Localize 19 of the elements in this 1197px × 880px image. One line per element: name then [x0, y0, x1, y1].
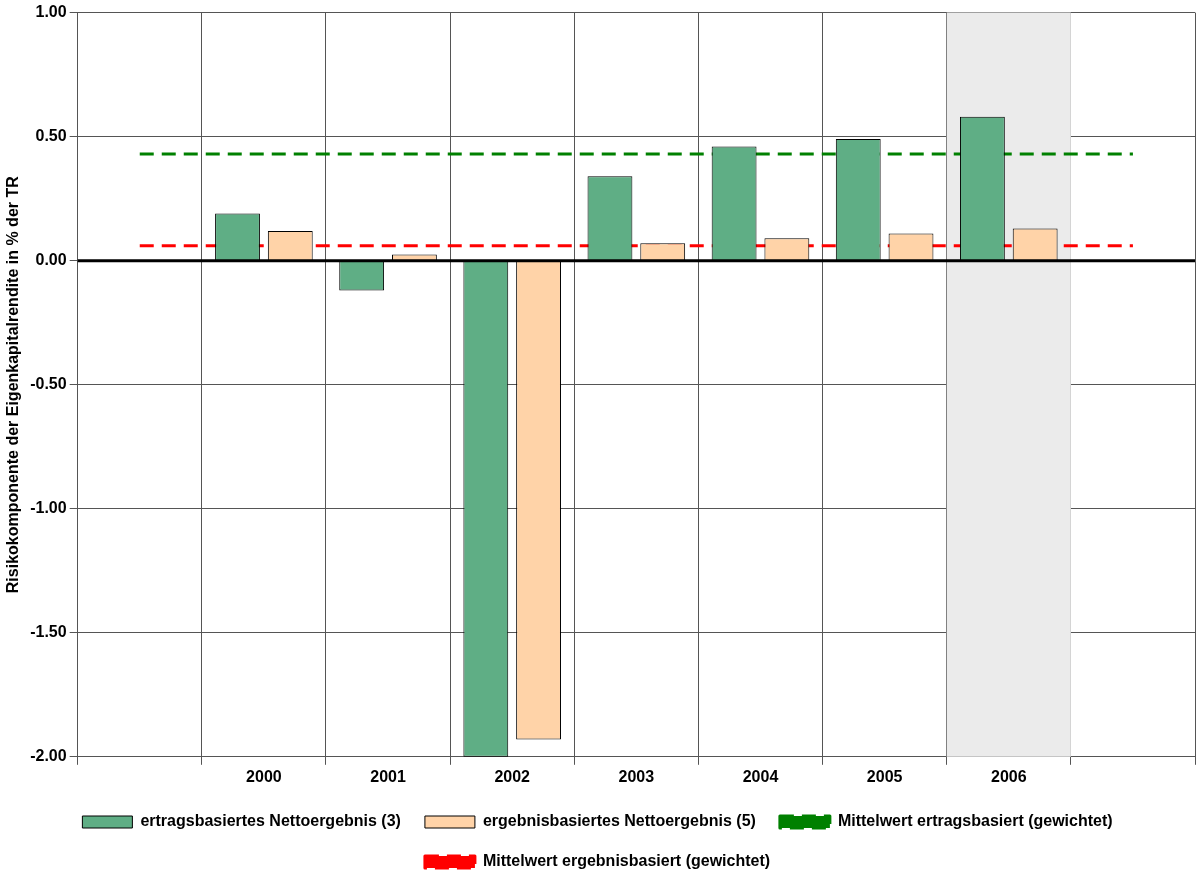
y-tick-label: -0.50	[30, 375, 67, 393]
y-tick-label: 0.00	[35, 251, 67, 269]
y-tick-label: -1.00	[30, 499, 67, 517]
legend-label: ertragsbasiertes Nettoergebnis (3)	[140, 812, 401, 830]
x-tick-label: 2004	[742, 767, 779, 785]
y-tick-label: -1.50	[30, 623, 67, 641]
x-tick-label: 2000	[246, 767, 282, 785]
legend-label: Mittelwert ertragsbasiert (gewichtet)	[837, 812, 1113, 830]
x-tick-label: 2005	[866, 767, 903, 785]
y-tick-label: 1.00	[35, 3, 67, 21]
y-tick-label: 0.50	[35, 127, 67, 145]
y-axis-title: Risikokomponente der Eigenkapitalrendite in % der TR	[4, 175, 22, 594]
x-tick-label: 2006	[990, 767, 1027, 785]
legend-label: ergebnisbasiertes Nettoergebnis (5)	[482, 812, 756, 830]
x-tick-label: 2002	[494, 767, 531, 785]
x-tick-label: 2003	[618, 767, 655, 785]
legend-label: Mittelwert ergebnisbasiert (gewichtet)	[482, 852, 771, 870]
x-tick-label: 2001	[370, 767, 406, 785]
y-tick-label: -2.00	[30, 747, 67, 765]
